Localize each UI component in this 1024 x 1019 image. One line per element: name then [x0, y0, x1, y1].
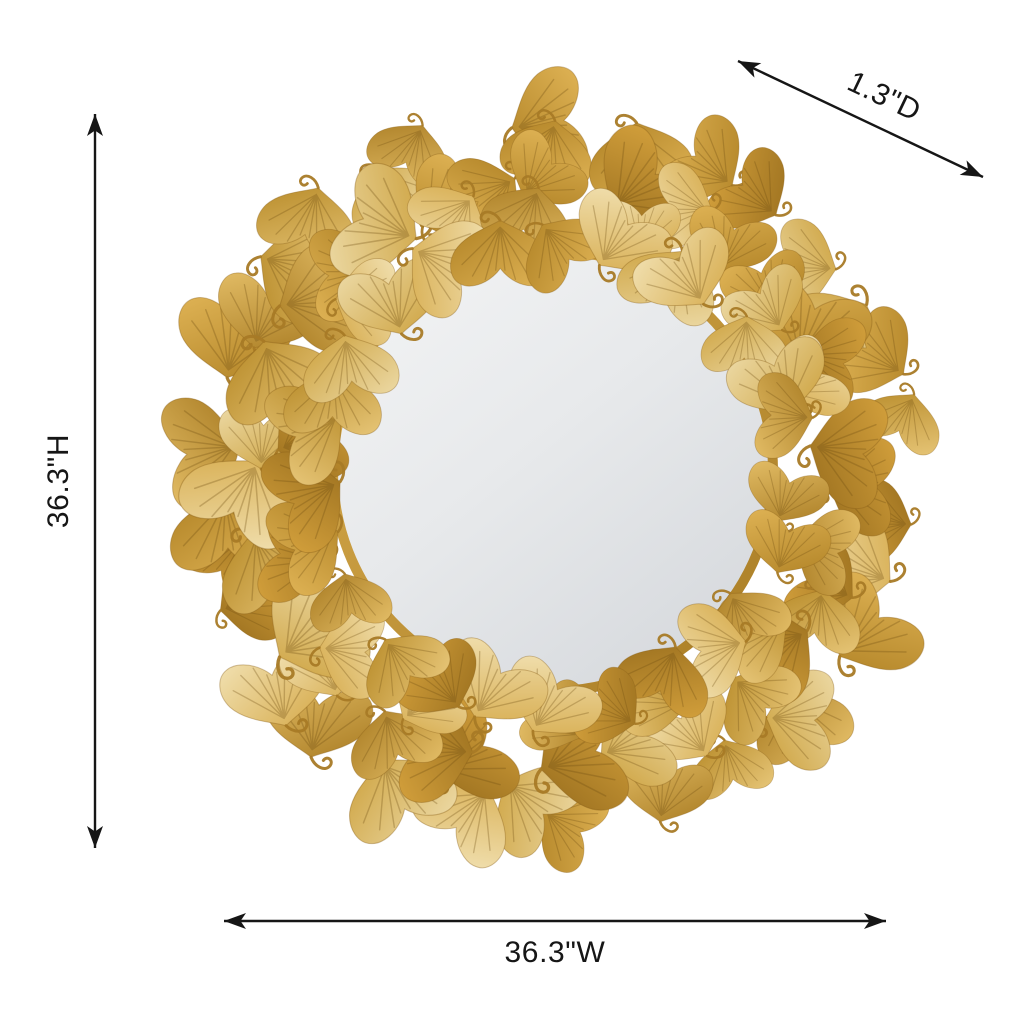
mirror-glass [337, 255, 769, 687]
dimension-arrows [87, 59, 984, 929]
mirror-body [156, 62, 956, 880]
depth-arrow [737, 59, 984, 179]
width-dimension-label: 36.3"W [504, 936, 606, 969]
height-dimension-label: 36.3"H [42, 433, 75, 529]
